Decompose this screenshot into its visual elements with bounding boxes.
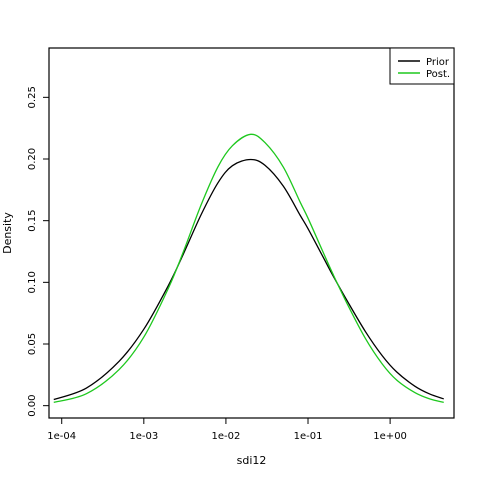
series-line-prior: [53, 158, 444, 401]
legend-label-posterior: Post.: [426, 69, 450, 80]
y-tick-label: 0.05: [27, 333, 38, 355]
y-axis: 0.00 0.05 0.10 0.15 0.20 0.25: [27, 86, 49, 417]
legend-label-prior: Prior: [426, 57, 450, 68]
x-tick-label: 1e-01: [294, 431, 323, 442]
legend: Prior Post.: [389, 47, 455, 85]
x-tick-label: 1e-04: [47, 431, 76, 442]
y-axis-label: Density: [1, 212, 14, 254]
y-tick-label: 0.00: [27, 395, 38, 417]
series-line-posterior: [53, 133, 444, 403]
x-tick-label: 1e-02: [211, 431, 240, 442]
x-tick-label: 1e+00: [373, 431, 407, 442]
legend-box: [389, 47, 455, 85]
plot-frame: [48, 47, 455, 419]
x-tick-label: 1e-03: [129, 431, 158, 442]
series-layer: [53, 133, 444, 403]
y-tick-label: 0.20: [27, 148, 38, 170]
y-tick-label: 0.10: [27, 271, 38, 293]
x-axis: 1e-04 1e-03 1e-02 1e-01 1e+00: [47, 418, 407, 442]
y-tick-label: 0.25: [27, 86, 38, 108]
x-axis-label: sdi12: [237, 454, 267, 467]
y-tick-label: 0.15: [27, 210, 38, 232]
